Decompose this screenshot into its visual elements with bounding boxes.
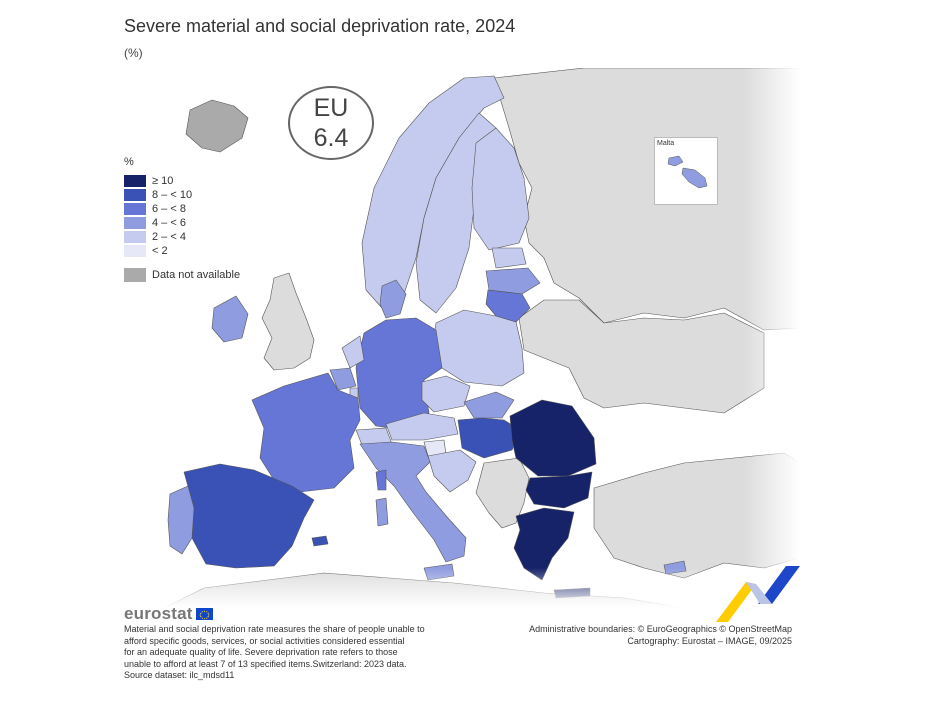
legend-swatch (124, 217, 146, 229)
legend-label: 2 – < 4 (152, 231, 186, 243)
corner-decoration-icon (716, 566, 800, 622)
country-DK (379, 279, 407, 319)
island-balearic (311, 535, 329, 547)
legend-not-available: Data not available (124, 268, 240, 282)
legend-swatch (124, 189, 146, 201)
eu-badge-value: 6.4 (313, 124, 349, 152)
country-PT (167, 485, 195, 555)
island-malta (681, 167, 708, 189)
footnote-line: Source dataset: ilc_mdsd11 (124, 670, 235, 680)
credits-line: Cartography: Eurostat – IMAGE, 09/2025 (627, 635, 792, 646)
country-FI (471, 127, 530, 251)
footnote-line: Material and social deprivation rate mea… (124, 624, 425, 634)
legend-label-not-available: Data not available (152, 269, 241, 281)
country-DE (355, 317, 443, 431)
country-LV (485, 267, 541, 295)
country-IE (211, 295, 249, 343)
credits-line: Administrative boundaries: © EuroGeograp… (529, 624, 792, 634)
choropleth-map (124, 68, 800, 608)
map-svg (124, 68, 800, 608)
country-FR (251, 372, 361, 493)
island-gozo (667, 155, 684, 167)
legend-swatch-not-available (124, 268, 146, 282)
malta-inset: Malta (654, 137, 718, 205)
eurostat-logo-text: eurostat (124, 604, 193, 623)
map-legend: % ≥ 10 8 – < 10 6 – < 8 4 – < 6 2 – < 4 < 2 D… (124, 156, 240, 282)
credits: Administrative boundaries: © EuroGeograp… (529, 624, 792, 647)
legend-swatch (124, 245, 146, 257)
region-iceland (185, 99, 249, 153)
legend-label: 6 – < 8 (152, 203, 186, 215)
malta-inset-svg (667, 155, 708, 189)
legend-swatch (124, 231, 146, 243)
island-corsica (375, 469, 387, 491)
country-EE (491, 247, 527, 269)
country-AT (385, 412, 459, 441)
legend-label: 4 – < 6 (152, 217, 186, 229)
map-title: Severe material and social deprivation r… (124, 16, 516, 36)
legend-row: 4 – < 6 (124, 216, 240, 230)
country-IT (359, 441, 467, 563)
eu-flag-icon (195, 608, 213, 620)
country-SK (463, 391, 515, 419)
legend-swatch (124, 203, 146, 215)
legend-row: 2 – < 4 (124, 230, 240, 244)
footnote-line: unable to afford at least 7 of 13 specif… (124, 658, 407, 669)
eurostat-logo: eurostat (124, 604, 213, 624)
legend-label: 8 – < 10 (152, 189, 193, 201)
country-NL (341, 335, 365, 369)
legend-swatch (124, 175, 146, 187)
region-balkans (475, 457, 530, 529)
legend-row: ≥ 10 (124, 174, 240, 188)
island-sardinia (375, 497, 389, 527)
legend-unit: % (124, 156, 134, 168)
map-subtitle: (%) (124, 46, 143, 60)
legend-row: < 2 (124, 244, 240, 258)
legend-label: ≥ 10 (152, 175, 174, 187)
country-RO (509, 399, 597, 477)
region-uk (261, 272, 315, 371)
country-BE (329, 367, 357, 391)
legend-label: < 2 (152, 245, 168, 257)
country-CZ (421, 375, 471, 413)
legend-row: 6 – < 8 (124, 202, 240, 216)
map-fade-right (744, 68, 800, 608)
region-ukraine-belarus (518, 299, 765, 414)
legend-row: 8 – < 10 (124, 188, 240, 202)
inset-label: Malta (657, 140, 675, 147)
map-fade-bottom (124, 568, 800, 608)
eu-average-badge: EU 6.4 (288, 86, 374, 160)
region-russia (493, 68, 800, 331)
country-PL (431, 309, 525, 387)
country-BG (525, 471, 593, 509)
footnote-line: afford specific goods, services, or soci… (124, 635, 405, 646)
country-HR (427, 449, 477, 493)
footnote: Material and social deprivation rate mea… (124, 624, 444, 682)
footnote-line: for an adequate quality of life. Severe … (124, 647, 398, 657)
eu-badge-label: EU (313, 94, 349, 122)
